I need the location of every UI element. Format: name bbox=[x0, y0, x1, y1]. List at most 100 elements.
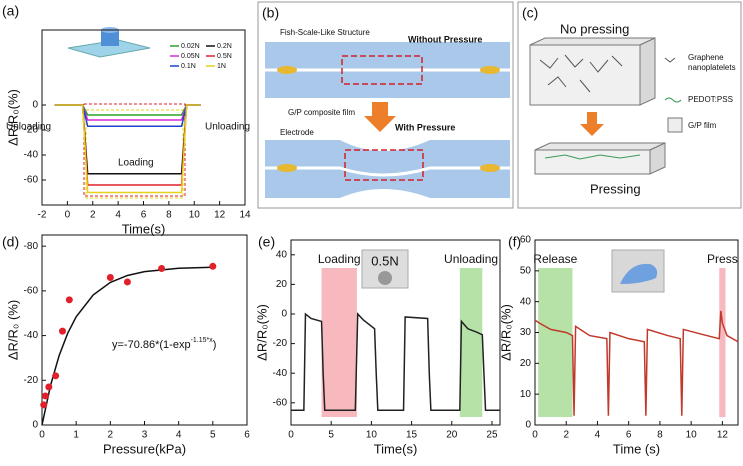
x-tick-label: 15 bbox=[406, 430, 418, 441]
legend-icon bbox=[664, 97, 682, 103]
equation-part: -1.15*x bbox=[191, 337, 214, 344]
box-front bbox=[534, 149, 651, 175]
annotation: Unloading bbox=[205, 122, 250, 133]
series-line bbox=[54, 104, 201, 121]
annotation: Unloading bbox=[6, 122, 51, 133]
y-tick-label: -60 bbox=[273, 397, 288, 408]
x-tick-label: 3 bbox=[142, 430, 148, 441]
x-tick-label: 2 bbox=[563, 430, 569, 441]
y-tick-label: 0 bbox=[32, 420, 38, 431]
x-tick-label: 8 bbox=[657, 430, 663, 441]
x-tick-label: 6 bbox=[244, 430, 250, 441]
label: nanoplatelets bbox=[688, 63, 736, 72]
panel-label: (e) bbox=[258, 234, 275, 250]
series-line bbox=[291, 312, 500, 411]
y-tick-label: 20 bbox=[520, 358, 532, 369]
x-tick-label: 0 bbox=[288, 430, 294, 441]
label: Fish-Scale-Like Structure bbox=[280, 28, 370, 37]
x-tick-label: 5 bbox=[328, 430, 334, 441]
x-tick-label: 5 bbox=[210, 430, 216, 441]
series-line bbox=[54, 104, 201, 194]
x-tick-label: 14 bbox=[239, 210, 251, 221]
y-axis-label: ΔR/R₀(%) bbox=[498, 304, 513, 361]
x-tick-label: 4 bbox=[595, 430, 601, 441]
point bbox=[209, 262, 217, 270]
panel-frame bbox=[257, 1, 514, 209]
point bbox=[41, 392, 49, 400]
x-tick-label: 1 bbox=[73, 430, 79, 441]
cylinder-icon bbox=[101, 30, 119, 46]
y-tick-label: 40 bbox=[276, 249, 288, 260]
plot-frame bbox=[290, 239, 501, 426]
electrode bbox=[480, 164, 500, 172]
y-tick-label: -60 bbox=[24, 175, 39, 186]
y-tick-label: 0 bbox=[32, 100, 38, 111]
y-tick-label: -60 bbox=[24, 286, 39, 297]
x-tick-label: 6 bbox=[141, 210, 147, 221]
highlight bbox=[719, 268, 726, 417]
y-tick-label: 30 bbox=[520, 327, 532, 338]
equation: y=-70.86*(1-exp-1.15*x) bbox=[112, 337, 216, 351]
label: PEDOT:PSS bbox=[688, 95, 733, 104]
highlight-label: Release bbox=[533, 252, 577, 266]
label: G/P film bbox=[688, 121, 717, 130]
x-axis-label: Time(s) bbox=[122, 221, 166, 236]
equation-part: ) bbox=[213, 339, 217, 351]
platelets bbox=[539, 54, 623, 93]
panel-frame bbox=[517, 1, 742, 209]
highlight bbox=[538, 268, 573, 417]
y-tick-label: 20 bbox=[276, 279, 288, 290]
point bbox=[65, 296, 73, 304]
inset-photo bbox=[378, 271, 392, 285]
label: Graphene bbox=[688, 53, 724, 62]
legend-label: 0.2N bbox=[217, 43, 232, 50]
highlight bbox=[459, 268, 483, 417]
loading-box bbox=[83, 103, 186, 197]
y-axis-label: ΔR/R₀ (%) bbox=[5, 300, 20, 360]
point bbox=[52, 372, 60, 380]
legend-label: 0.1N bbox=[181, 63, 196, 70]
legend-label: 0.02N bbox=[181, 43, 200, 50]
box-side bbox=[649, 142, 666, 175]
point bbox=[158, 265, 166, 273]
y-tick-label: -20 bbox=[24, 375, 39, 386]
panel-label: (b) bbox=[262, 5, 279, 21]
y-tick-label: 0 bbox=[281, 309, 287, 320]
point bbox=[106, 273, 114, 281]
x-axis-label: Pressure(kPa) bbox=[103, 441, 186, 456]
box-top bbox=[529, 37, 656, 46]
x-tick-label: 8 bbox=[166, 210, 172, 221]
panel-label: (f) bbox=[508, 234, 521, 250]
highlight-box bbox=[344, 149, 424, 181]
legend-icon bbox=[664, 57, 676, 63]
highlight-label: Loading bbox=[318, 252, 361, 266]
label: No pressing bbox=[560, 21, 629, 36]
x-tick-label: 0 bbox=[39, 430, 45, 441]
label: Electrode bbox=[280, 128, 314, 137]
fit-line bbox=[41, 266, 213, 426]
x-tick-label: 12 bbox=[717, 430, 729, 441]
y-tick-label: 40 bbox=[520, 296, 532, 307]
y-tick-label: -40 bbox=[273, 368, 288, 379]
annotation: Loading bbox=[118, 158, 154, 169]
y-axis-label: ΔR/R₀(%) bbox=[5, 89, 20, 146]
panel-label: (a) bbox=[2, 3, 19, 19]
film-band bbox=[265, 140, 510, 198]
y-tick-label: -80 bbox=[24, 241, 39, 252]
point bbox=[59, 327, 66, 335]
y-tick-label: 60 bbox=[520, 235, 532, 246]
legend-label: 0.5N bbox=[217, 53, 232, 60]
x-tick-label: 0 bbox=[65, 210, 71, 221]
box-top bbox=[534, 142, 666, 151]
y-tick-label: -20 bbox=[24, 125, 39, 136]
y-tick-label: -20 bbox=[273, 338, 288, 349]
electrode bbox=[277, 66, 297, 74]
x-axis-label: Time (s) bbox=[613, 441, 660, 456]
y-axis-label: ΔR/R₀(%) bbox=[254, 304, 269, 361]
plot-frame bbox=[41, 234, 248, 426]
electrode bbox=[480, 66, 500, 74]
x-tick-label: 10 bbox=[366, 430, 378, 441]
x-tick-label: 0 bbox=[532, 430, 538, 441]
